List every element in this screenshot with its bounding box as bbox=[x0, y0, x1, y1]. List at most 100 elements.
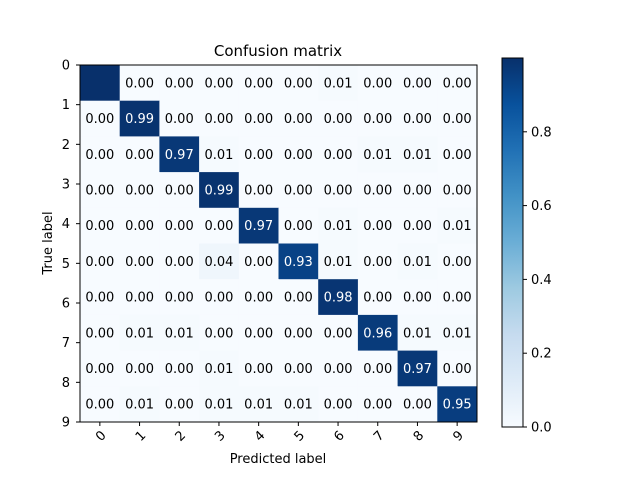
heatmap-cell-4-4 bbox=[238, 207, 279, 244]
heatmap-cell-5-3 bbox=[199, 243, 240, 280]
heatmap-cell-5-4 bbox=[238, 243, 279, 280]
cell-label-2-6: 0.00 bbox=[324, 148, 353, 163]
y-tick-label-7: 7 bbox=[62, 336, 70, 351]
cell-label-3-9: 0.00 bbox=[443, 183, 472, 198]
x-tick-label-7: 7 bbox=[371, 428, 387, 444]
heatmap-cell-4-6 bbox=[318, 207, 359, 244]
heatmap-cell-9-8 bbox=[397, 386, 438, 423]
cell-label-6-4: 0.00 bbox=[244, 291, 273, 306]
cell-label-0-3: 0.00 bbox=[204, 76, 233, 91]
heatmap-cell-0-0 bbox=[80, 65, 121, 102]
heatmap-cell-3-8 bbox=[397, 172, 438, 209]
cell-label-6-7: 0.00 bbox=[363, 291, 392, 306]
cell-label-8-7: 0.00 bbox=[363, 362, 392, 377]
x-tick-label-8: 8 bbox=[411, 428, 427, 444]
cell-label-9-7: 0.00 bbox=[363, 398, 392, 413]
heatmap-cell-0-2 bbox=[159, 65, 200, 102]
cell-label-0-4: 0.00 bbox=[244, 76, 273, 91]
cell-label-3-6: 0.00 bbox=[324, 183, 353, 198]
heatmap-cell-5-8 bbox=[397, 243, 438, 280]
heatmap-cell-4-1 bbox=[119, 207, 160, 244]
heatmap-cell-0-6 bbox=[318, 65, 359, 102]
heatmap-cell-6-7 bbox=[357, 279, 398, 316]
cell-label-4-4: 0.97 bbox=[244, 219, 273, 234]
heatmap-cell-4-2 bbox=[159, 207, 200, 244]
heatmap-cell-2-4 bbox=[238, 136, 279, 173]
heatmap-cell-5-6 bbox=[318, 243, 359, 280]
cell-label-9-1: 0.01 bbox=[125, 398, 154, 413]
heatmap-cell-1-9 bbox=[437, 100, 478, 137]
heatmap-cell-0-7 bbox=[357, 65, 398, 102]
cell-label-9-2: 0.00 bbox=[165, 398, 194, 413]
cell-label-4-0: 0.00 bbox=[85, 219, 114, 234]
cell-label-9-4: 0.01 bbox=[244, 398, 273, 413]
colorbar-gradient bbox=[501, 57, 524, 428]
heatmap-cell-1-4 bbox=[238, 100, 279, 137]
heatmap-cell-2-6 bbox=[318, 136, 359, 173]
heatmap-cell-9-2 bbox=[159, 386, 200, 423]
cell-label-1-1: 0.99 bbox=[125, 112, 154, 127]
cell-label-5-5: 0.93 bbox=[284, 255, 313, 270]
cell-label-4-2: 0.00 bbox=[165, 219, 194, 234]
chart-title: Confusion matrix bbox=[214, 42, 342, 60]
cell-label-7-0: 0.00 bbox=[85, 326, 114, 341]
cell-label-0-6: 0.01 bbox=[324, 76, 353, 91]
cell-label-6-6: 0.98 bbox=[324, 291, 353, 306]
heatmap-cell-8-0 bbox=[80, 350, 121, 387]
cell-label-6-0: 0.00 bbox=[85, 291, 114, 306]
heatmap-cell-2-2 bbox=[159, 136, 200, 173]
x-axis-ticks: 0 1 2 3 4 5 6 7 8 9 bbox=[93, 422, 467, 445]
cell-label-6-2: 0.00 bbox=[165, 291, 194, 306]
colorbar-tick-label-0: 0.0 bbox=[531, 421, 552, 436]
heatmap-cell-4-5 bbox=[278, 207, 319, 244]
cell-label-3-4: 0.00 bbox=[244, 183, 273, 198]
cell-label-5-6: 0.01 bbox=[324, 255, 353, 270]
heatmap-cell-8-6 bbox=[318, 350, 359, 387]
heatmap-cell-3-3 bbox=[199, 172, 240, 209]
colorbar-tick-label-2: 0.4 bbox=[531, 273, 552, 288]
colorbar-tick-label-4: 0.8 bbox=[531, 125, 552, 140]
heatmap-cell-7-0 bbox=[80, 314, 121, 351]
cell-label-2-0: 0.00 bbox=[85, 148, 114, 163]
heatmap-cell-7-4 bbox=[238, 314, 279, 351]
y-tick-label-4: 4 bbox=[62, 217, 70, 232]
x-tick-label-5: 5 bbox=[292, 428, 308, 444]
x-tick-label-4: 4 bbox=[252, 428, 268, 444]
heatmap-cell-8-3 bbox=[199, 350, 240, 387]
cell-label-3-1: 0.00 bbox=[125, 183, 154, 198]
heatmap-cell-9-0 bbox=[80, 386, 121, 423]
heatmap-cell-3-7 bbox=[357, 172, 398, 209]
heatmap-cell-7-8 bbox=[397, 314, 438, 351]
cell-label-1-0: 0.00 bbox=[85, 112, 114, 127]
cell-label-2-5: 0.00 bbox=[284, 148, 313, 163]
heatmap-cell-1-2 bbox=[159, 100, 200, 137]
cell-label-5-4: 0.00 bbox=[244, 255, 273, 270]
cell-label-0-8: 0.00 bbox=[403, 76, 432, 91]
heatmap-cell-6-5 bbox=[278, 279, 319, 316]
heatmap-cell-9-3 bbox=[199, 386, 240, 423]
plot-frame bbox=[79, 64, 478, 423]
cell-label-7-6: 0.00 bbox=[324, 326, 353, 341]
cell-label-3-8: 0.00 bbox=[403, 183, 432, 198]
y-tick-label-3: 3 bbox=[62, 178, 70, 193]
y-axis-label: True label bbox=[41, 211, 56, 275]
y-axis-ticks: 0 1 2 3 4 5 6 7 8 9 bbox=[62, 59, 80, 431]
cell-label-0-9: 0.00 bbox=[443, 76, 472, 91]
heatmap-cell-4-0 bbox=[80, 207, 121, 244]
cell-label-6-3: 0.00 bbox=[204, 291, 233, 306]
heatmap-cell-5-5 bbox=[278, 243, 319, 280]
colorbar-tick-label-3: 0.6 bbox=[531, 199, 552, 214]
cell-label-3-5: 0.00 bbox=[284, 183, 313, 198]
heatmap-cell-6-3 bbox=[199, 279, 240, 316]
cell-label-7-3: 0.00 bbox=[204, 326, 233, 341]
y-tick-label-9: 9 bbox=[62, 416, 70, 431]
heatmap-cell-5-9 bbox=[437, 243, 478, 280]
heatmap-cell-0-4 bbox=[238, 65, 279, 102]
x-tick-label-1: 1 bbox=[133, 428, 149, 444]
cell-label-9-6: 0.00 bbox=[324, 398, 353, 413]
heatmap-cell-6-1 bbox=[119, 279, 160, 316]
heatmap-cell-2-0 bbox=[80, 136, 121, 173]
cell-label-8-1: 0.00 bbox=[125, 362, 154, 377]
heatmap-cell-0-8 bbox=[397, 65, 438, 102]
